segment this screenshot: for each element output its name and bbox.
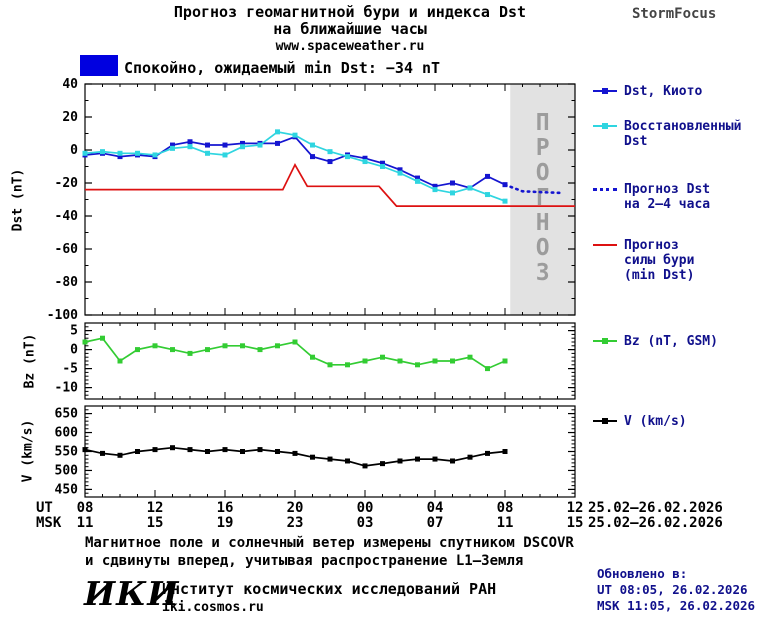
- bz-line-sample: [593, 338, 617, 344]
- svg-text:О: О: [536, 160, 550, 186]
- ut-tick-label: 20: [287, 500, 304, 516]
- updated-msk: MSK 11:05, 26.02.2026: [597, 598, 756, 613]
- ut-tick-label: 04: [427, 500, 444, 516]
- forecast-band: [510, 84, 575, 315]
- legend-label: Bz (nT, GSM): [624, 334, 718, 349]
- svg-text:Н: Н: [536, 210, 550, 236]
- y-tick-label: 650: [55, 407, 79, 422]
- legend-label: Восстановленный: [624, 119, 742, 134]
- storm-level-indicator: [80, 55, 118, 76]
- dst-axis-label: Dst (nT): [10, 168, 26, 232]
- series-line-dst_forecast: [503, 183, 563, 195]
- updated-ut: UT 08:05, 26.02.2026: [597, 582, 748, 597]
- iki-logo: ИКИ: [84, 574, 180, 613]
- msk-tick-label: 03: [357, 515, 374, 531]
- legend-label: V (km/s): [624, 414, 687, 429]
- legend-dst-forecast: Прогноз Dst на 2–4 часа: [593, 182, 710, 212]
- dst-kyoto-line-sample: [593, 88, 617, 94]
- y-tick-label: -80: [55, 275, 79, 290]
- series-line-v: [84, 446, 506, 467]
- v-line-sample: [593, 418, 617, 424]
- y-tick-label: 5: [70, 324, 78, 339]
- ut-tick-label: 08: [497, 500, 514, 516]
- svg-text:Р: Р: [536, 135, 550, 161]
- msk-tick-label: 11: [497, 515, 514, 531]
- legend-dst-kyoto: Dst, Киото: [593, 84, 702, 99]
- updated-label: Обновлено в:: [597, 566, 688, 581]
- brand-label: StormFocus: [632, 6, 717, 22]
- updated-block: Обновлено в: UT 08:05, 26.02.2026 MSK 11…: [597, 566, 755, 614]
- y-tick-label: 450: [55, 482, 79, 497]
- legend-storm-forecast: Прогноз силы бури (min Dst): [593, 238, 694, 283]
- y-tick-label: 0: [70, 143, 78, 158]
- ut-tick-label: 00: [357, 500, 374, 516]
- dst-recon-line-sample: [593, 123, 617, 129]
- y-tick-label: 0: [70, 343, 78, 358]
- msk-tick-label: 23: [287, 515, 304, 531]
- page-title: Прогноз геомагнитной бури и индекса Dst: [173, 3, 527, 21]
- footnote-line1: Магнитное поле и солнечный ветер измерен…: [85, 535, 574, 551]
- iki-site-link[interactable]: iki.cosmos.ru: [162, 600, 264, 615]
- y-tick-label: -100: [47, 308, 78, 323]
- msk-tick-label: 19: [217, 515, 234, 531]
- legend-v: V (km/s): [593, 414, 687, 429]
- svg-text:О: О: [536, 235, 550, 261]
- y-tick-label: 40: [62, 77, 78, 92]
- ut-tick-label: 12: [567, 500, 584, 516]
- storm-forecast-line-sample: [593, 244, 617, 246]
- legend-label: на 2–4 часа: [624, 197, 711, 212]
- y-tick-label: 20: [62, 110, 78, 125]
- svg-text:Г: Г: [536, 185, 550, 211]
- legend-label: (min Dst): [624, 268, 695, 283]
- bz-axis-label: Bz (nT): [22, 333, 38, 389]
- v-chart: 650 600 550 500 450: [55, 405, 576, 498]
- y-tick-label: 550: [55, 445, 79, 460]
- msk-tick-label: 11: [77, 515, 94, 531]
- institute-name: Институт космических исследований РАН: [162, 580, 497, 598]
- ut-tick-label: 08: [77, 500, 94, 516]
- time-axis-labels: UTMSK0811121516192023000304070811121525.…: [36, 500, 723, 531]
- msk-tick-label: 15: [147, 515, 164, 531]
- legend-bz: Bz (nT, GSM): [593, 334, 718, 349]
- bz-chart: 5 0 -5 -10: [55, 322, 576, 400]
- msk-date-range: 25.02–26.02.2026: [588, 515, 723, 531]
- title-block: Прогноз геомагнитной бури и индекса Dst …: [90, 3, 610, 55]
- ut-tick-label: 16: [217, 500, 234, 516]
- ut-row-label: UT: [36, 500, 53, 516]
- legend-label: Dst: [624, 134, 648, 149]
- y-tick-label: -40: [55, 209, 79, 224]
- legend-label: Dst, Киото: [624, 84, 703, 99]
- y-tick-label: -20: [55, 176, 79, 191]
- legend-label: Прогноз Dst: [624, 182, 711, 197]
- legend-label: Прогноз: [624, 238, 679, 253]
- spaceweather-site-link[interactable]: www.spaceweather.ru: [275, 39, 425, 54]
- msk-row-label: MSK: [36, 515, 62, 531]
- svg-text:П: П: [536, 110, 550, 136]
- plot-frame: [84, 322, 576, 400]
- y-tick-label: 600: [55, 426, 79, 441]
- legend-label: силы бури: [624, 253, 695, 268]
- svg-text:З: З: [536, 260, 550, 286]
- msk-tick-label: 07: [427, 515, 444, 531]
- dst-forecast-line-sample: [593, 188, 617, 191]
- y-tick-label: -10: [55, 381, 79, 396]
- msk-tick-label: 15: [567, 515, 584, 531]
- page-title-line2: на ближайшие часы: [273, 20, 427, 38]
- series-line-storm_forecast: [85, 162, 575, 207]
- y-tick-label: 500: [55, 463, 79, 478]
- ut-tick-label: 12: [147, 500, 164, 516]
- status-text: Спокойно, ожидаемый min Dst: −34 nT: [124, 59, 441, 77]
- series-line-dst_kyoto: [84, 135, 506, 189]
- ut-date-range: 25.02–26.02.2026: [588, 500, 723, 516]
- footnote-line2: и сдвинуты вперед, учитывая распростране…: [85, 553, 524, 569]
- v-axis-label: V (km/s): [20, 419, 36, 483]
- legend-dst-recon: Восстановленный Dst: [593, 119, 741, 149]
- y-tick-label: -5: [62, 362, 78, 377]
- y-tick-label: -60: [55, 242, 79, 257]
